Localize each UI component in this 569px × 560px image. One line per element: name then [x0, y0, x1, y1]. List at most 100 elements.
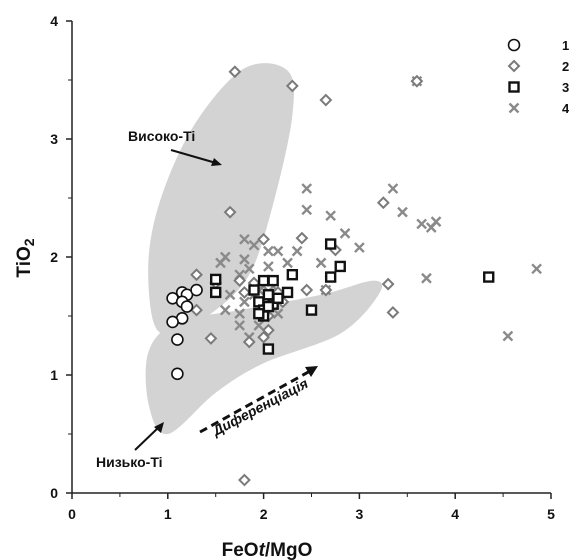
point-series-2	[257, 330, 271, 344]
series-3	[209, 238, 495, 355]
point-series-4	[354, 242, 365, 253]
point-series-4	[397, 206, 408, 218]
differentiation-arrow	[199, 366, 318, 434]
point-series-2	[261, 323, 275, 337]
point-series-2	[190, 268, 203, 282]
series-2	[190, 65, 424, 487]
point-series-4	[272, 308, 284, 319]
point-series-2	[257, 232, 271, 246]
point-series-2	[228, 65, 242, 79]
field-low-ti	[145, 280, 383, 435]
point-series-4	[339, 228, 351, 239]
point-series-4	[325, 210, 337, 222]
point-series-4	[243, 263, 255, 275]
arrow-high-ti	[170, 149, 222, 166]
y-tick-label: 4	[50, 13, 58, 29]
x-axis-title-tail: /MgO	[265, 540, 313, 560]
point-series-3	[272, 292, 284, 304]
point-series-2	[376, 196, 390, 210]
point-series-3	[262, 343, 275, 355]
point-series-2	[319, 93, 333, 107]
point-series-2	[238, 285, 251, 299]
ticks: 0 1 2 3 4 5 0 1 2 3 4	[50, 13, 555, 522]
point-series-1	[190, 283, 203, 297]
legend-marker-1	[507, 38, 521, 52]
point-series-2	[381, 277, 395, 291]
point-series-4	[502, 330, 514, 342]
point-series-4	[224, 289, 236, 301]
point-series-3	[267, 274, 279, 287]
point-series-4	[263, 245, 274, 257]
point-series-4	[234, 320, 245, 331]
x-axis-title: FeOt/MgO	[222, 540, 313, 560]
point-series-4	[239, 254, 250, 265]
point-series-4	[430, 216, 442, 227]
point-series-2	[410, 74, 424, 88]
x-tick-label: 3	[356, 506, 364, 522]
point-series-4	[282, 257, 293, 269]
x-tick-label: 4	[451, 506, 459, 522]
legend-marker-4	[508, 102, 520, 114]
point-series-4	[248, 239, 260, 251]
point-series-3	[281, 286, 294, 299]
point-series-3	[248, 284, 260, 296]
point-series-1	[166, 315, 179, 329]
point-series-3	[483, 271, 495, 283]
x-tick-label: 0	[68, 506, 76, 522]
y-axis-title: TiO2	[14, 238, 37, 277]
point-series-2	[319, 283, 333, 297]
annotation-low-ti: Низько-Ti	[96, 454, 163, 470]
field-high-ti	[148, 63, 294, 335]
y-axis-title-sub: 2	[21, 238, 37, 246]
point-series-4	[315, 257, 327, 269]
arrow-low-ti	[134, 422, 164, 451]
point-series-1	[171, 333, 184, 346]
point-series-2	[190, 303, 203, 317]
point-series-3	[253, 307, 265, 320]
point-series-4	[253, 320, 265, 331]
y-tick-label: 2	[50, 249, 58, 265]
point-series-4	[291, 245, 303, 257]
y-tick-label: 1	[50, 367, 58, 383]
point-series-3	[286, 269, 299, 281]
point-series-3	[324, 271, 337, 283]
point-series-4	[416, 218, 428, 230]
axes	[71, 21, 551, 494]
point-series-3	[262, 300, 275, 313]
point-series-3	[209, 286, 222, 299]
legend-label-1: 1	[562, 38, 569, 53]
point-series-4	[272, 245, 284, 257]
legend-marker-2	[507, 59, 521, 73]
y-tick-label: 0	[50, 485, 58, 501]
point-series-4	[234, 308, 245, 319]
data-points	[166, 65, 542, 487]
point-series-3	[324, 238, 337, 250]
point-series-2	[233, 274, 247, 288]
legend-marker-3	[508, 81, 520, 93]
point-series-4	[219, 304, 231, 316]
point-series-3	[262, 289, 275, 301]
point-series-4	[239, 233, 250, 245]
point-series-2	[285, 79, 299, 93]
point-series-2	[295, 231, 309, 245]
point-series-4	[263, 261, 274, 272]
annotation-high-ti: Високо-Ti	[128, 128, 195, 144]
series-1	[166, 283, 203, 381]
field-regions	[145, 63, 383, 435]
point-series-4	[301, 183, 313, 194]
point-series-4	[215, 257, 226, 269]
point-series-2	[204, 332, 218, 345]
point-series-4	[301, 204, 313, 216]
x-axis-title-main: FeO	[222, 540, 259, 560]
x-tick-label: 2	[260, 506, 268, 522]
point-series-2	[223, 205, 237, 219]
point-series-2	[242, 335, 256, 349]
point-series-2	[300, 283, 314, 297]
point-series-2	[238, 473, 251, 487]
y-tick-label: 3	[50, 131, 58, 147]
point-series-1	[171, 367, 184, 381]
point-series-3	[257, 274, 270, 287]
legend-label-3: 3	[562, 80, 569, 95]
